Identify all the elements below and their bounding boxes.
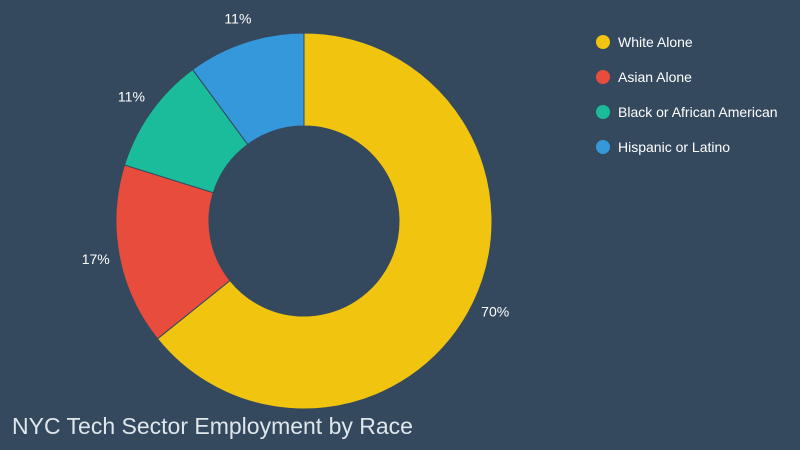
- legend-label: Black or African American: [618, 103, 778, 120]
- legend-label: White Alone: [618, 33, 693, 50]
- slice-asian-alone: [115, 164, 231, 340]
- legend-item[interactable]: Hispanic or Latino: [596, 129, 778, 164]
- legend-label: Hispanic or Latino: [618, 138, 731, 155]
- legend-swatch: [596, 139, 610, 154]
- legend: White Alone Asian Alone Black or African A…: [596, 24, 778, 164]
- legend-swatch: [596, 69, 610, 84]
- data-label: 11%: [224, 10, 251, 26]
- legend-item[interactable]: Asian Alone: [596, 59, 778, 94]
- data-label: 70%: [481, 303, 509, 319]
- data-label: 11%: [118, 89, 145, 105]
- labels-group: 70% 17% 11% 11%: [82, 10, 510, 319]
- data-label: 17%: [82, 251, 110, 267]
- slice-hispanic-or-latino: [191, 32, 305, 146]
- slices-group: [115, 32, 493, 410]
- legend-item[interactable]: Black or African American: [596, 94, 778, 129]
- chart-title: NYC Tech Sector Employment by Race: [12, 413, 413, 439]
- legend-label: Asian Alone: [618, 68, 692, 85]
- legend-swatch: [596, 104, 610, 119]
- legend-item[interactable]: White Alone: [596, 24, 778, 59]
- legend-swatch: [596, 34, 610, 49]
- slice-white-alone: [156, 32, 493, 410]
